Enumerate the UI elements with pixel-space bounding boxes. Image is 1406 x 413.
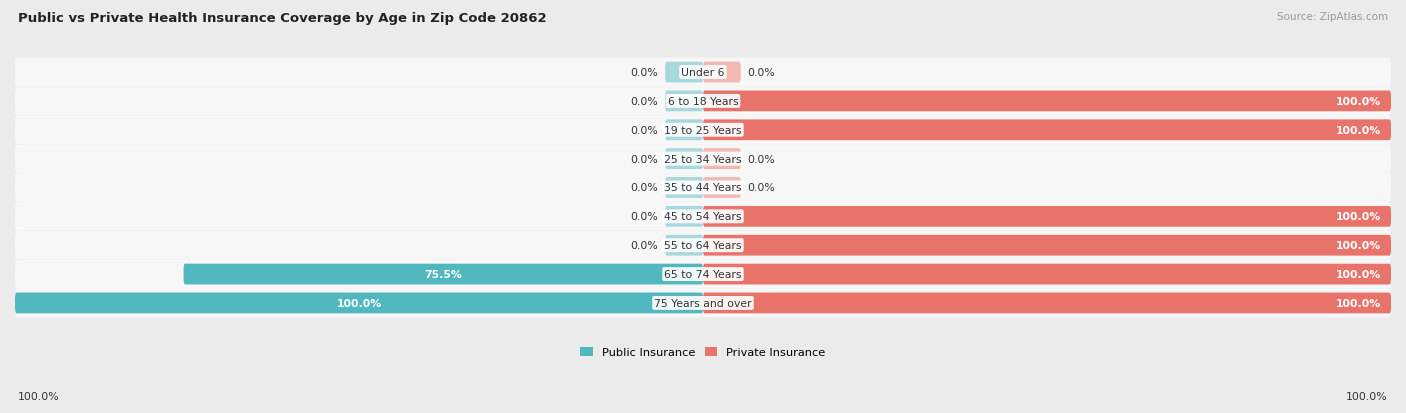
Text: 0.0%: 0.0% <box>630 241 658 251</box>
Text: 35 to 44 Years: 35 to 44 Years <box>664 183 742 193</box>
Text: 0.0%: 0.0% <box>630 68 658 78</box>
Text: 25 to 34 Years: 25 to 34 Years <box>664 154 742 164</box>
FancyBboxPatch shape <box>15 87 1391 116</box>
Text: 0.0%: 0.0% <box>630 154 658 164</box>
Text: Source: ZipAtlas.com: Source: ZipAtlas.com <box>1277 12 1388 22</box>
Text: 100.0%: 100.0% <box>18 391 60 401</box>
FancyBboxPatch shape <box>703 91 1391 112</box>
Legend: Public Insurance, Private Insurance: Public Insurance, Private Insurance <box>576 342 830 362</box>
FancyBboxPatch shape <box>703 206 1391 227</box>
FancyBboxPatch shape <box>15 173 1391 202</box>
FancyBboxPatch shape <box>703 293 1391 313</box>
FancyBboxPatch shape <box>15 293 703 313</box>
FancyBboxPatch shape <box>15 289 1391 318</box>
FancyBboxPatch shape <box>703 235 1391 256</box>
Text: 0.0%: 0.0% <box>748 154 776 164</box>
Text: 0.0%: 0.0% <box>748 68 776 78</box>
FancyBboxPatch shape <box>15 260 1391 289</box>
Text: 0.0%: 0.0% <box>630 212 658 222</box>
FancyBboxPatch shape <box>665 235 703 256</box>
FancyBboxPatch shape <box>703 120 1391 141</box>
Text: Public vs Private Health Insurance Coverage by Age in Zip Code 20862: Public vs Private Health Insurance Cover… <box>18 12 547 25</box>
FancyBboxPatch shape <box>15 116 1391 145</box>
FancyBboxPatch shape <box>665 62 703 83</box>
FancyBboxPatch shape <box>703 149 741 170</box>
Text: 0.0%: 0.0% <box>748 183 776 193</box>
FancyBboxPatch shape <box>15 231 1391 260</box>
FancyBboxPatch shape <box>703 264 1391 285</box>
Text: Under 6: Under 6 <box>682 68 724 78</box>
FancyBboxPatch shape <box>665 120 703 141</box>
Text: 100.0%: 100.0% <box>1336 298 1381 308</box>
Text: 75.5%: 75.5% <box>425 269 463 279</box>
FancyBboxPatch shape <box>703 178 741 198</box>
FancyBboxPatch shape <box>15 145 1391 173</box>
FancyBboxPatch shape <box>15 202 1391 231</box>
Text: 100.0%: 100.0% <box>1346 391 1388 401</box>
FancyBboxPatch shape <box>665 206 703 227</box>
Text: 100.0%: 100.0% <box>1336 269 1381 279</box>
Text: 100.0%: 100.0% <box>1336 126 1381 135</box>
FancyBboxPatch shape <box>184 264 703 285</box>
Text: 6 to 18 Years: 6 to 18 Years <box>668 97 738 107</box>
Text: 75 Years and over: 75 Years and over <box>654 298 752 308</box>
Text: 100.0%: 100.0% <box>1336 97 1381 107</box>
Text: 100.0%: 100.0% <box>336 298 381 308</box>
Text: 0.0%: 0.0% <box>630 97 658 107</box>
Text: 55 to 64 Years: 55 to 64 Years <box>664 241 742 251</box>
FancyBboxPatch shape <box>703 62 741 83</box>
Text: 65 to 74 Years: 65 to 74 Years <box>664 269 742 279</box>
Text: 0.0%: 0.0% <box>630 183 658 193</box>
Text: 100.0%: 100.0% <box>1336 212 1381 222</box>
Text: 45 to 54 Years: 45 to 54 Years <box>664 212 742 222</box>
Text: 100.0%: 100.0% <box>1336 241 1381 251</box>
Text: 19 to 25 Years: 19 to 25 Years <box>664 126 742 135</box>
FancyBboxPatch shape <box>665 91 703 112</box>
FancyBboxPatch shape <box>15 59 1391 87</box>
FancyBboxPatch shape <box>665 178 703 198</box>
FancyBboxPatch shape <box>665 149 703 170</box>
Text: 0.0%: 0.0% <box>630 126 658 135</box>
